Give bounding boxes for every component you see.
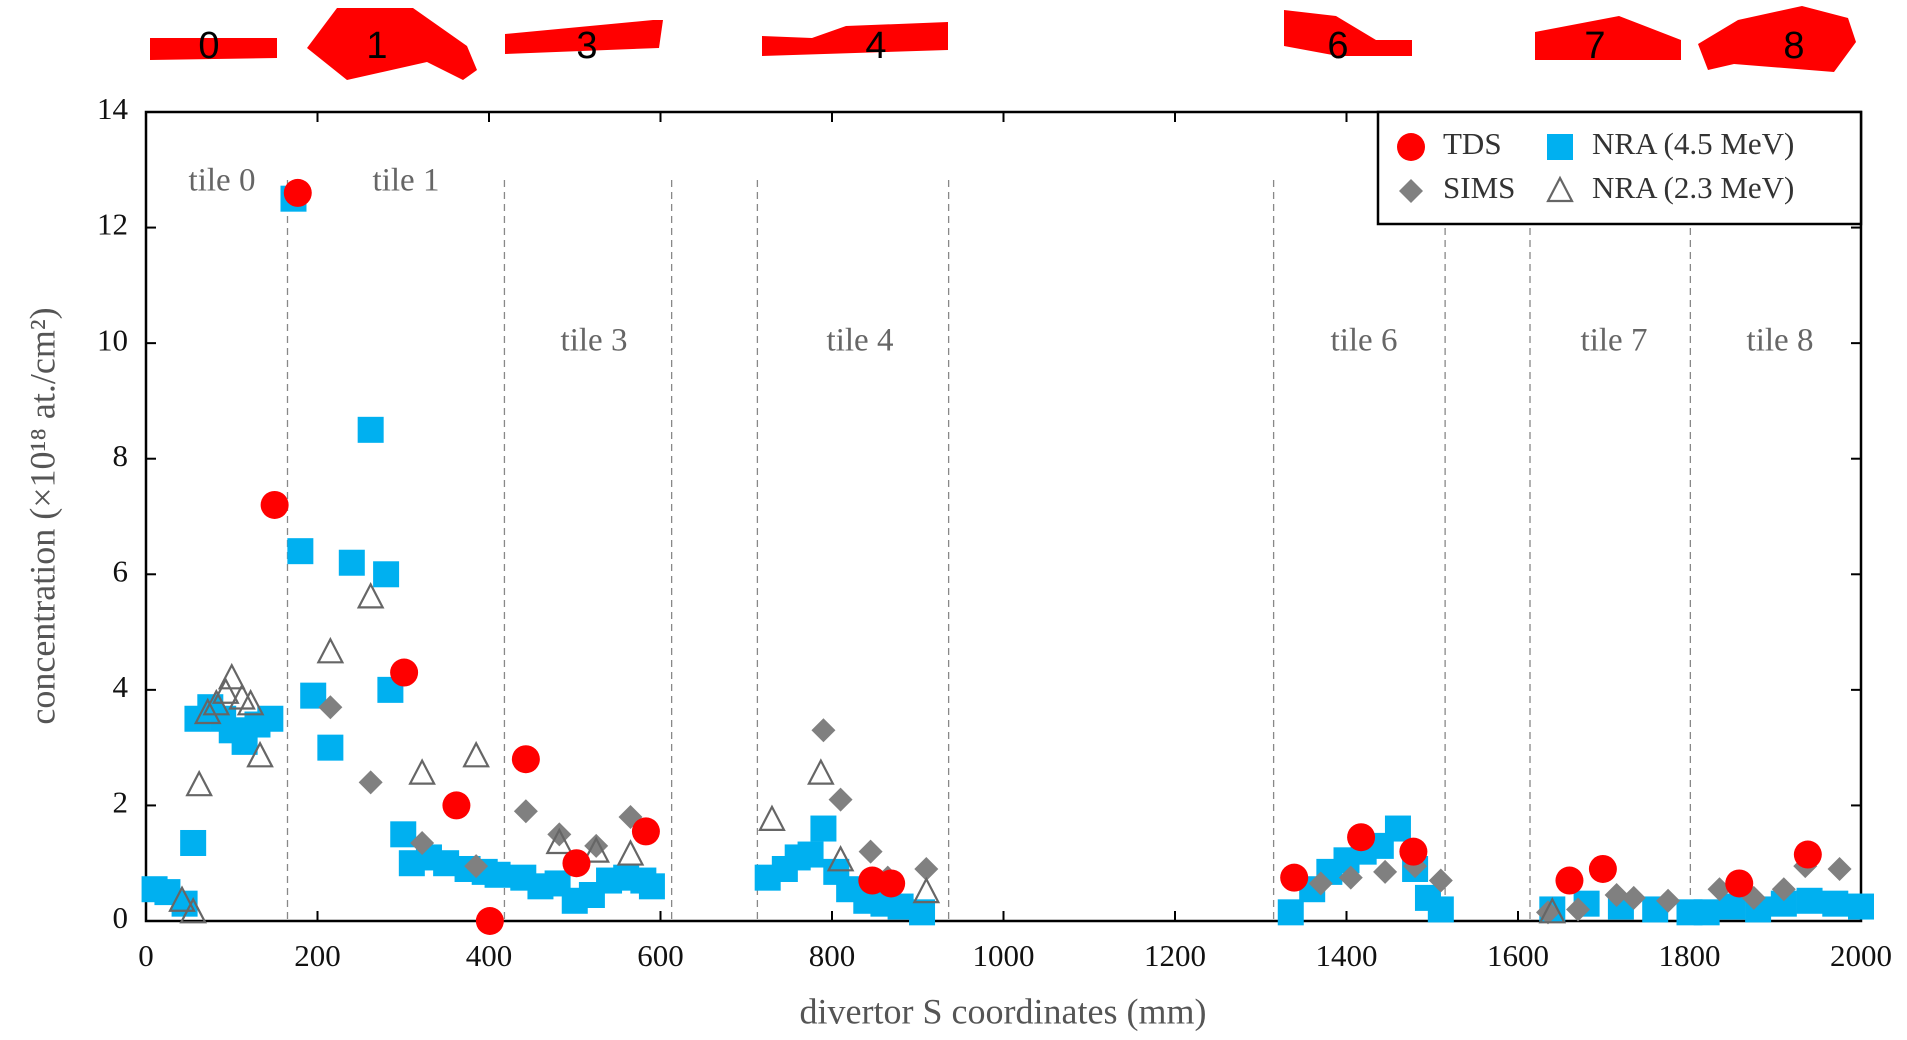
marker <box>359 584 383 607</box>
tile-icon-label: 4 <box>865 25 886 67</box>
marker <box>1725 869 1753 897</box>
marker <box>909 899 935 925</box>
marker <box>1385 816 1411 842</box>
marker <box>359 770 383 794</box>
y-tick-label: 8 <box>113 438 129 473</box>
marker <box>632 817 660 845</box>
x-tick-label: 800 <box>809 938 856 973</box>
marker <box>187 772 211 795</box>
chart: divertor S coordinates (mm) concentratio… <box>0 0 1907 1040</box>
marker <box>877 869 905 897</box>
x-tick-label: 200 <box>294 938 341 973</box>
y-tick-label: 12 <box>97 207 128 242</box>
x-tick-label: 2000 <box>1830 938 1892 973</box>
y-tick-label: 0 <box>113 900 129 935</box>
marker <box>512 745 540 773</box>
marker <box>798 842 824 868</box>
marker <box>810 816 836 842</box>
y-tick-label: 14 <box>97 91 129 126</box>
marker <box>1399 838 1427 866</box>
marker <box>829 788 853 812</box>
marker <box>1848 894 1874 920</box>
marker <box>317 735 343 761</box>
tile-icon-label: 7 <box>1584 25 1605 67</box>
marker <box>1547 134 1573 160</box>
marker <box>1347 823 1375 851</box>
x-tick-label: 1200 <box>1144 938 1206 973</box>
tile-label: tile 7 <box>1581 323 1648 359</box>
marker <box>914 879 938 902</box>
y-tick-label: 10 <box>97 322 128 357</box>
tile-icon <box>1535 16 1681 60</box>
x-tick-label: 1400 <box>1316 938 1378 973</box>
y-tick-label: 4 <box>113 669 129 704</box>
x-tick-label: 600 <box>637 938 684 973</box>
marker <box>358 417 384 443</box>
marker <box>1822 891 1848 917</box>
legend-label: NRA (2.3 MeV) <box>1592 170 1794 205</box>
legend-label: NRA (4.5 MeV) <box>1592 126 1794 161</box>
marker <box>514 799 538 823</box>
tile-label: tile 0 <box>189 163 256 199</box>
marker <box>476 907 504 935</box>
legend-label: SIMS <box>1443 170 1515 205</box>
tile-label: tile 8 <box>1747 323 1814 359</box>
x-tick-label: 1600 <box>1487 938 1549 973</box>
marker <box>1397 133 1425 161</box>
marker <box>261 491 289 519</box>
marker <box>1280 864 1308 892</box>
marker <box>1555 867 1583 895</box>
tile-icon <box>307 8 477 80</box>
marker <box>410 761 434 784</box>
tile-label: tile 1 <box>373 163 440 199</box>
x-tick-label: 0 <box>138 938 154 973</box>
marker <box>1373 860 1397 884</box>
plot-frame <box>146 112 1861 921</box>
tile-label: tile 4 <box>827 323 894 359</box>
tile-icon-label: 0 <box>198 25 219 67</box>
marker <box>1589 855 1617 883</box>
marker <box>1797 888 1823 914</box>
tile-icon <box>1698 6 1856 72</box>
tile-icon-label: 3 <box>576 25 597 67</box>
tile-icon <box>762 22 948 56</box>
marker <box>811 718 835 742</box>
tile-icon-label: 1 <box>366 25 387 67</box>
x-tick-label: 1800 <box>1659 938 1721 973</box>
y-tick-label: 2 <box>113 785 129 820</box>
marker <box>547 822 571 846</box>
tile-label: tile 3 <box>561 323 628 359</box>
marker <box>390 659 418 687</box>
marker <box>442 791 470 819</box>
marker <box>284 179 312 207</box>
tile-label: tile 6 <box>1331 323 1398 359</box>
marker <box>1428 896 1454 922</box>
marker <box>1694 899 1720 925</box>
y-axis-label: concentration (×10¹⁸ at./cm²) <box>22 307 62 724</box>
x-tick-label: 1000 <box>973 938 1035 973</box>
marker <box>373 561 399 587</box>
marker <box>1278 899 1304 925</box>
marker <box>339 550 365 576</box>
x-tick-label: 400 <box>466 938 513 973</box>
marker <box>180 830 206 856</box>
marker <box>562 849 590 877</box>
marker <box>809 761 833 784</box>
y-tick-label: 6 <box>113 553 129 588</box>
legend-label: TDS <box>1443 126 1502 161</box>
tile-icon-label: 6 <box>1327 25 1348 67</box>
marker <box>1828 857 1852 881</box>
tile-icon-label: 8 <box>1783 25 1804 67</box>
marker <box>318 639 342 662</box>
marker <box>1794 841 1822 869</box>
marker <box>859 840 883 864</box>
marker <box>464 743 488 766</box>
marker <box>618 842 642 865</box>
marker <box>639 873 665 899</box>
marker <box>287 538 313 564</box>
x-axis-label: divertor S coordinates (mm) <box>800 991 1207 1031</box>
marker <box>485 862 511 888</box>
marker <box>760 807 784 830</box>
